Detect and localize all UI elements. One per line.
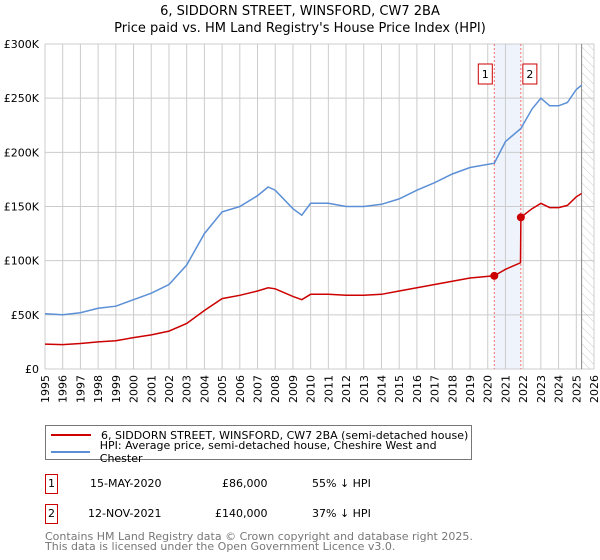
x-tick-label: 2011 xyxy=(322,375,335,403)
x-tick-label: 2019 xyxy=(464,375,477,403)
y-tick-label: £150K xyxy=(4,201,40,214)
y-tick-label: £200K xyxy=(4,146,40,159)
legend-label: 6, SIDDORN STREET, WINSFORD, CW7 2BA (se… xyxy=(101,428,469,442)
x-tick-label: 2020 xyxy=(482,375,495,403)
x-tick-label: 2009 xyxy=(287,375,300,403)
x-tick-label: 2024 xyxy=(553,375,566,403)
x-tick-label: 2004 xyxy=(198,375,211,403)
legend-label: HPI: Average price, semi-detached house,… xyxy=(99,439,437,465)
y-tick-label: £100K xyxy=(4,255,40,268)
x-tick-label: 2014 xyxy=(375,375,388,403)
x-tick-label: 2023 xyxy=(535,375,548,403)
x-tick-label: 2012 xyxy=(340,375,353,403)
hpi-line xyxy=(44,84,583,316)
sale-label-box xyxy=(477,63,493,85)
line-chart: 1995 1996 1997 1998 1999 2000 2001 2002 2003 2004… xyxy=(4,38,600,403)
x-tick-label: 2006 xyxy=(234,375,247,403)
x-tick-label: 1997 xyxy=(74,375,87,403)
sale-price: £86,000 xyxy=(222,477,268,490)
chart-title: 6, SIDDORN STREET, WINSFORD, CW7 2BA xyxy=(160,4,440,19)
x-tick-label: 1995 xyxy=(39,375,52,403)
sale-badge: 2 xyxy=(45,504,58,524)
footer-license: This data is licensed under the Open Gov… xyxy=(45,540,396,553)
sale-point xyxy=(516,213,525,222)
x-tick-label: 2026 xyxy=(588,375,600,403)
x-tick-label: 2001 xyxy=(145,375,158,403)
x-tick-label: 2002 xyxy=(163,375,176,403)
x-tick-label: 1999 xyxy=(110,375,123,403)
x-tick-label: 2022 xyxy=(517,375,530,403)
sale-price: £140,000 xyxy=(215,507,268,520)
sale-badge: 1 xyxy=(45,474,58,494)
footer-copyright: Contains HM Land Registry data © Crown c… xyxy=(45,530,473,543)
property-price-line xyxy=(44,192,582,346)
legend-swatch-blue xyxy=(51,451,90,453)
y-tick-label: £50K xyxy=(11,309,40,322)
x-tick-label: 2003 xyxy=(181,375,194,403)
sale-delta: 37% ↓ HPI xyxy=(312,507,371,520)
legend: 6, SIDDORN STREET, WINSFORD, CW7 2BA (se… xyxy=(45,425,472,465)
x-tick-label: 2018 xyxy=(446,375,459,403)
x-tick-label: 2008 xyxy=(269,375,282,403)
sale-date: 15-MAY-2020 xyxy=(90,477,162,490)
x-tick-label: 1998 xyxy=(92,375,105,403)
legend-item-property: 6, SIDDORN STREET, WINSFORD, CW7 2BA (se… xyxy=(46,427,468,443)
x-tick-label: 2015 xyxy=(393,375,406,403)
x-tick-label: 2013 xyxy=(358,375,371,403)
sale-delta: 55% ↓ HPI xyxy=(312,477,371,490)
x-tick-label: 2010 xyxy=(305,375,318,403)
sale-point xyxy=(490,271,499,280)
x-tick-label: 2016 xyxy=(411,375,424,403)
x-tick-label: 2000 xyxy=(128,375,141,403)
sale-row: 2 12-NOV-2021 £140,000 37% ↓ HPI xyxy=(45,504,545,526)
legend-item-hpi: HPI: Average price, semi-detached house,… xyxy=(46,439,471,465)
sale-row: 1 15-MAY-2020 £86,000 55% ↓ HPI xyxy=(45,474,545,496)
sale-label: 1 xyxy=(482,68,489,81)
sale-date: 12-NOV-2021 xyxy=(88,507,162,520)
x-tick-label: 2025 xyxy=(570,375,583,403)
x-tick-label: 2017 xyxy=(429,375,442,403)
y-tick-label: £0 xyxy=(25,363,39,376)
x-tick-label: 2007 xyxy=(252,375,265,403)
sale-label: 2 xyxy=(526,68,533,81)
chart-subtitle: Price paid vs. HM Land Registry's House … xyxy=(114,21,486,36)
y-tick-label: £300K xyxy=(4,38,40,51)
x-tick-label: 2005 xyxy=(216,375,229,403)
x-tick-label: 1996 xyxy=(57,375,70,403)
legend-swatch-red xyxy=(51,434,91,436)
y-tick-label: £250K xyxy=(4,92,40,105)
sale-label-box xyxy=(522,63,538,85)
footer: Contains HM Land Registry data © Crown c… xyxy=(45,530,473,553)
x-tick-label: 2021 xyxy=(499,375,512,403)
